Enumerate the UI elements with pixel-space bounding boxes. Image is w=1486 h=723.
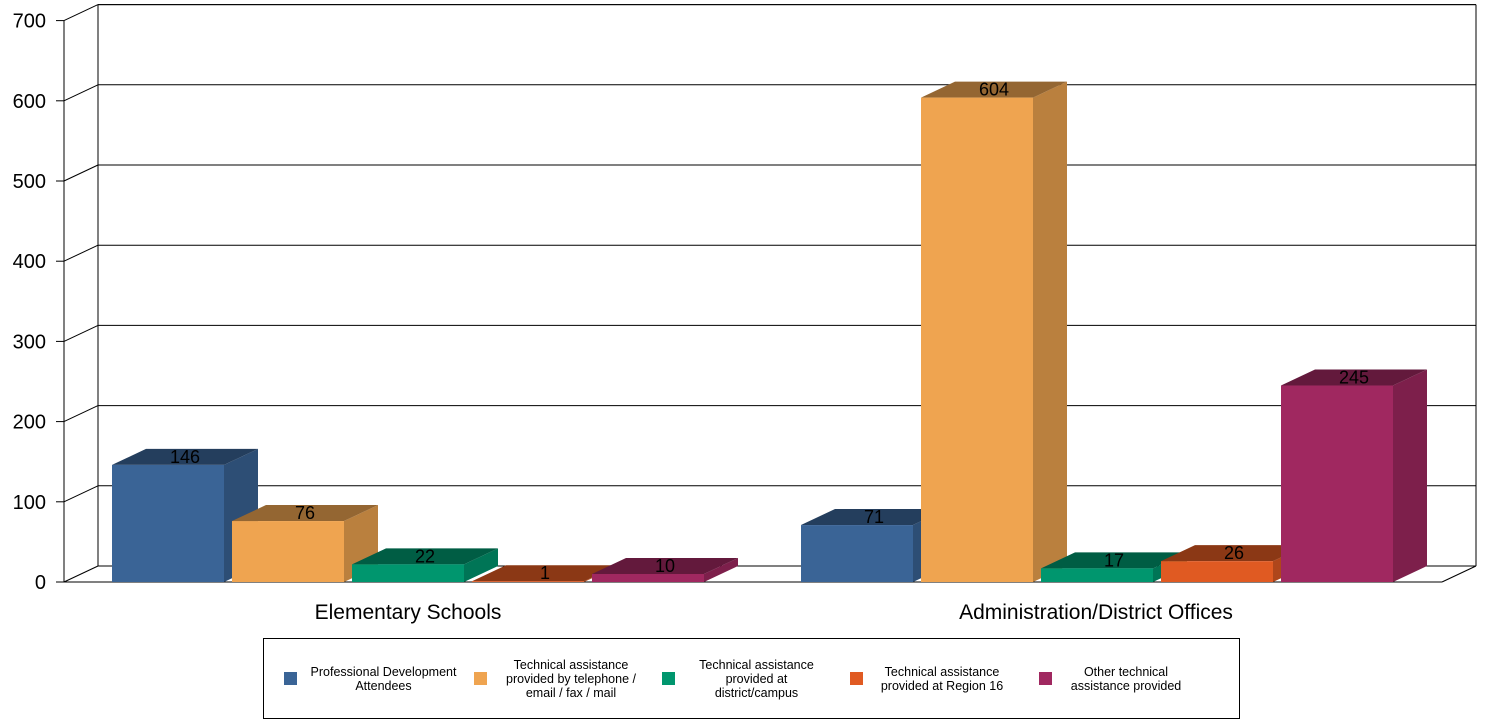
y-tick-label: 100 [13,492,46,514]
bar [1281,369,1427,582]
legend-swatch [1039,672,1052,685]
legend-label: Technical assistance provided at Region … [880,664,1004,693]
bar-front-face [1041,568,1153,582]
gridline-left-wall [63,84,99,102]
bar-front-face [1161,561,1273,582]
bar [592,557,738,582]
legend-swatch [474,672,487,685]
bar-top-face [1041,552,1187,569]
category-label: Elementary Schools [315,601,502,624]
y-tick-label: 200 [13,412,46,434]
gridline-left-wall [63,324,99,342]
y-tick-label: 400 [13,251,46,273]
data-label: 76 [295,503,315,523]
bar-top-face [921,81,1067,98]
grid-layer [56,4,1477,583]
legend-item-district-campus-assistance: Technical assistance provided at distric… [662,639,829,718]
legend-item-professional-development: Professional Development Attendees [284,639,461,718]
bar-top-face [472,565,618,582]
data-label: 22 [415,546,435,566]
gridline-left-wall [63,405,99,423]
gridline-left-wall [63,485,99,503]
legend-swatch [284,672,297,685]
bar-top-face [1281,369,1427,386]
bar-side-face [704,557,738,582]
bar-side-face [464,548,498,582]
data-label: 245 [1339,368,1369,388]
bar [352,548,498,582]
data-label: 26 [1224,543,1244,563]
data-label: 10 [655,556,675,576]
y-tick-label: 700 [13,11,46,33]
bar-front-face [232,521,344,582]
bar-side-face [1033,81,1067,582]
bar-front-face [1281,385,1393,582]
legend: Professional Development Attendees Techn… [263,638,1240,719]
bar-top-face [112,448,258,465]
bar-front-face [921,97,1033,582]
bar-front-face [592,573,704,582]
legend-item-telephone-assistance: Technical assistance provided by telepho… [474,639,646,718]
gridline-left-wall [63,244,99,262]
bar-top-face [801,509,947,526]
bar-top-face [1161,545,1307,562]
data-label: 71 [864,507,884,527]
y-tick-label: 600 [13,91,46,113]
bar-front-face [801,525,913,582]
labels-layer: 0 100 200 300 400 500 600 700 146 76 22 1 10 Elementa… [13,11,1369,624]
bar-side-face [1393,369,1427,582]
bar-top-face [592,557,738,574]
data-label: 17 [1104,550,1124,570]
legend-label: Professional Development Attendees [310,664,457,693]
legend-swatch [662,672,675,685]
floor-right-edge [1441,565,1477,583]
y-tick-label: 300 [13,331,46,353]
bar-top-face [352,548,498,565]
gridline-left-wall [63,164,99,182]
legend-label: Technical assistance provided at distric… [699,657,814,700]
legend-item-other-assistance: Other technical assistance provided [1039,639,1191,718]
y-tick-label: 500 [13,171,46,193]
data-label: 1 [540,563,550,583]
bars-layer [112,81,1427,582]
data-label: 146 [170,447,200,467]
bar-top-face [232,505,378,522]
legend-label: Other technical assistance provided [1070,664,1182,693]
gridline-left-wall [63,4,99,22]
legend-label: Technical assistance provided by telepho… [506,657,636,700]
legend-item-region16-assistance: Technical assistance provided at Region … [850,639,1012,718]
y-tick-label: 0 [35,572,46,594]
bar-front-face [472,581,584,582]
category-label: Administration/District Offices [959,601,1233,624]
legend-swatch [850,672,863,685]
data-label: 604 [979,80,1009,100]
bar-front-face [112,464,224,582]
floor-left-edge [63,565,99,583]
bar [921,81,1067,582]
bar-front-face [352,564,464,582]
bar [112,448,258,582]
